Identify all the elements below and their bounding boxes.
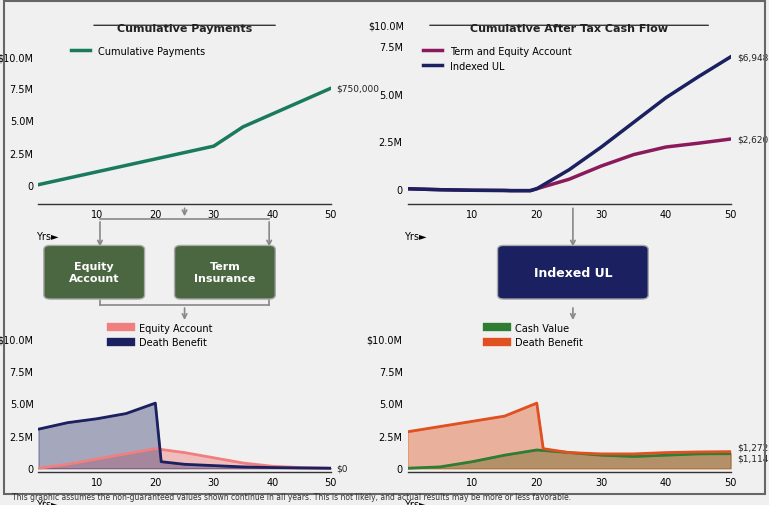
- Text: Yrs►: Yrs►: [35, 231, 58, 241]
- FancyBboxPatch shape: [175, 246, 275, 299]
- Indexed UL: [435, 187, 444, 193]
- Term and Equity Account: [468, 188, 477, 194]
- Text: Yrs►: Yrs►: [404, 231, 427, 241]
- Indexed UL: [500, 188, 509, 194]
- Term and Equity Account: [597, 164, 606, 170]
- Indexed UL: [661, 95, 671, 102]
- Term and Equity Account: [629, 153, 638, 159]
- Text: $0: $0: [337, 464, 348, 473]
- Legend: Cumulative Payments: Cumulative Payments: [67, 43, 209, 61]
- Text: Equity
Account: Equity Account: [69, 262, 119, 284]
- Term and Equity Account: [661, 144, 671, 150]
- Indexed UL: [403, 186, 412, 192]
- Text: $2,620,029: $2,620,029: [737, 135, 769, 144]
- Text: $1,114,696*: $1,114,696*: [737, 454, 769, 463]
- Text: $6,948,500*: $6,948,500*: [737, 54, 769, 62]
- Indexed UL: [468, 188, 477, 194]
- Term and Equity Account: [694, 141, 703, 147]
- Line: Indexed UL: Indexed UL: [408, 58, 731, 191]
- Term and Equity Account: [519, 188, 528, 194]
- Term and Equity Account: [403, 186, 412, 192]
- Line: Term and Equity Account: Term and Equity Account: [408, 140, 731, 191]
- FancyBboxPatch shape: [44, 246, 145, 299]
- Term and Equity Account: [532, 186, 541, 192]
- Text: $1,272,653*: $1,272,653*: [737, 443, 769, 452]
- Term and Equity Account: [526, 188, 535, 194]
- Legend: Equity Account, Death Benefit: Equity Account, Death Benefit: [108, 319, 216, 351]
- Text: $10.0M: $10.0M: [368, 21, 404, 31]
- Indexed UL: [519, 188, 528, 194]
- Term and Equity Account: [500, 188, 509, 194]
- Indexed UL: [629, 120, 638, 126]
- Indexed UL: [726, 55, 735, 61]
- Indexed UL: [694, 75, 703, 81]
- Title: Cumulative After Tax Cash Flow: Cumulative After Tax Cash Flow: [470, 24, 668, 34]
- Text: This graphic assumes the non-guaranteed values shown continue in all years. This: This graphic assumes the non-guaranteed …: [12, 492, 571, 501]
- Text: Yrs►: Yrs►: [404, 499, 427, 505]
- Indexed UL: [506, 188, 515, 194]
- Text: Term
Insurance: Term Insurance: [195, 262, 255, 284]
- Term and Equity Account: [726, 137, 735, 143]
- Indexed UL: [526, 188, 535, 194]
- Indexed UL: [597, 144, 606, 150]
- Term and Equity Account: [435, 187, 444, 193]
- FancyBboxPatch shape: [498, 246, 648, 299]
- Legend: Term and Equity Account, Indexed UL: Term and Equity Account, Indexed UL: [419, 43, 576, 75]
- Text: Yrs►: Yrs►: [35, 499, 58, 505]
- Indexed UL: [564, 168, 574, 174]
- Legend: Cash Value, Death Benefit: Cash Value, Death Benefit: [484, 319, 586, 351]
- Indexed UL: [513, 188, 522, 194]
- Title: Cumulative Payments: Cumulative Payments: [117, 24, 252, 34]
- Text: $750,000: $750,000: [337, 85, 380, 93]
- Term and Equity Account: [506, 188, 515, 194]
- Indexed UL: [532, 186, 541, 192]
- Text: Indexed UL: Indexed UL: [534, 266, 612, 279]
- Term and Equity Account: [513, 188, 522, 194]
- Term and Equity Account: [564, 177, 574, 183]
